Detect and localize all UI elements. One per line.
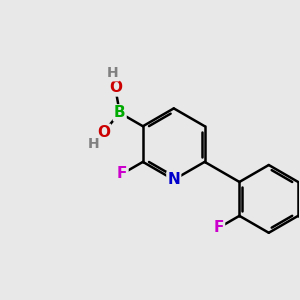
Text: O: O (109, 80, 122, 95)
Text: H: H (88, 136, 100, 151)
Text: N: N (167, 172, 180, 187)
Text: O: O (97, 125, 110, 140)
Text: F: F (214, 220, 224, 235)
Text: F: F (117, 166, 128, 181)
Text: B: B (114, 105, 125, 120)
Text: H: H (107, 66, 118, 80)
